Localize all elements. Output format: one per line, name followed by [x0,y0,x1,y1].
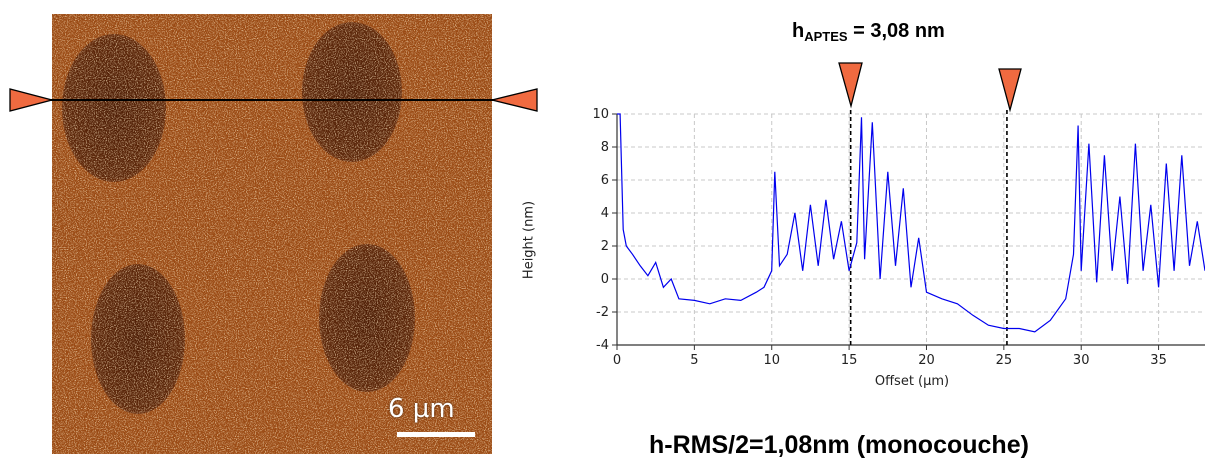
x-tick-label: 5 [690,353,698,368]
y-tick-label: -2 [596,305,609,320]
height-annotation-subscript: APTES [804,29,848,44]
chart-cursors [849,110,1008,345]
y-tick-label: 10 [592,107,609,122]
x-tick-label: 20 [918,353,935,368]
afm-height-image [52,14,492,454]
x-tick-label: 25 [996,353,1013,368]
y-tick-label: -4 [596,338,609,353]
x-tick-label: 30 [1073,353,1090,368]
y-tick-label: 4 [601,206,609,221]
height-annotation-value: = 3,08 nm [847,20,945,42]
chart-axes [612,113,1205,350]
y-tick-label: 6 [601,173,609,188]
x-tick-label: 10 [763,353,780,368]
y-tick-label: 2 [601,239,609,254]
height-profile-series-line [617,113,1205,333]
height-annotation: hAPTES = 3,08 nm [792,20,945,44]
scale-bar-label: 6 µm [388,394,455,424]
x-tick-label: 0 [613,353,621,368]
rms-annotation: h-RMS/2=1,08nm (monocouche) [649,431,1029,459]
y-tick-label: 0 [601,272,609,287]
afm-image-canvas [52,14,492,454]
y-axis-label: Height (nm) [521,200,537,280]
chart-tick-labels: -4 -2 0 2 4 6 8 10 0 5 10 15 20 25 30 35 [592,107,1166,368]
y-tick-label: 8 [601,140,609,155]
scale-bar [397,432,475,437]
afm-grain-texture [52,14,492,454]
height-annotation-prefix: h [792,20,805,42]
x-tick-label: 15 [841,353,858,368]
x-axis-label: Offset (µm) [874,374,950,389]
x-tick-label: 35 [1150,353,1167,368]
